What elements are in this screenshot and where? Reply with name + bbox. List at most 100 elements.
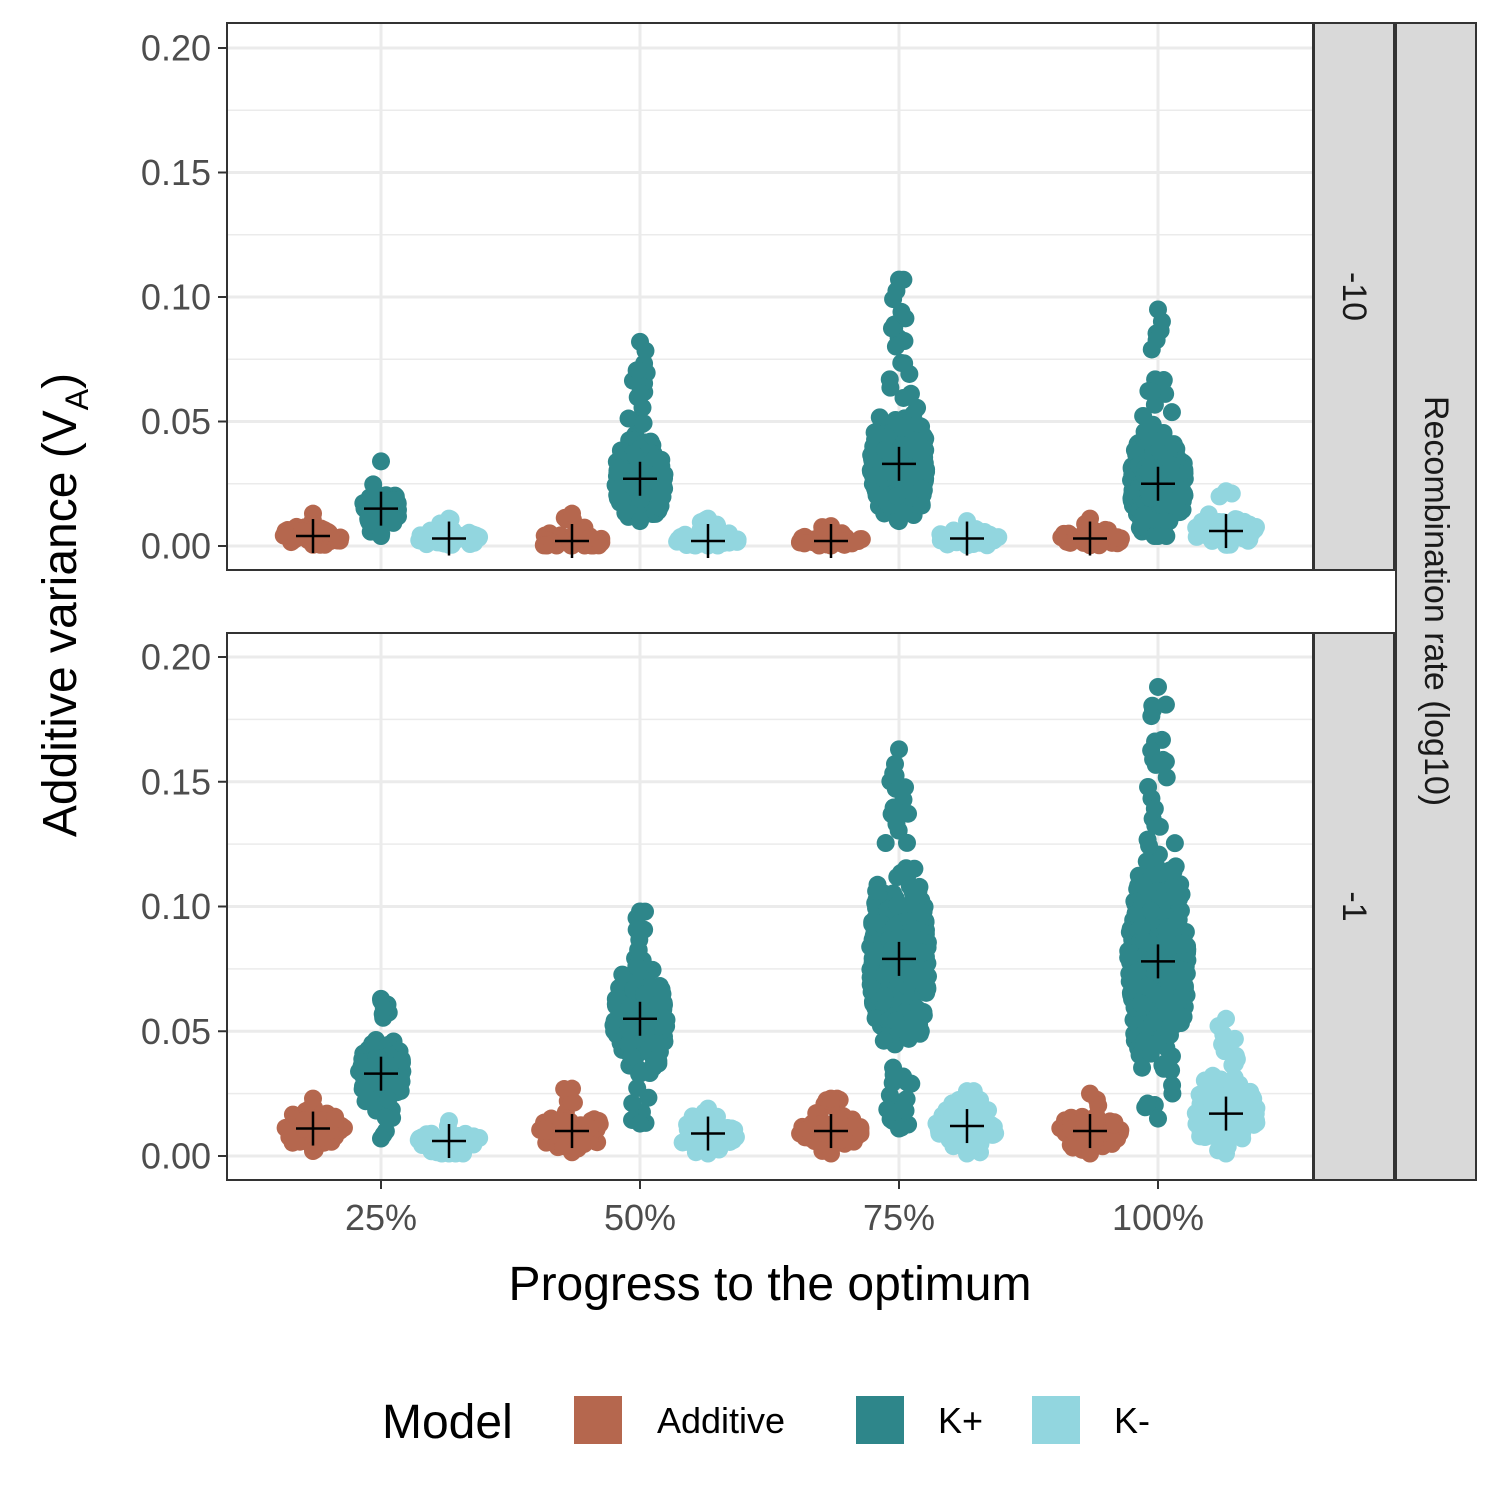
data-point xyxy=(901,384,920,403)
legend-label-kplus: K+ xyxy=(938,1400,983,1441)
data-point-max xyxy=(1149,300,1167,319)
mean-marker xyxy=(623,1001,657,1036)
data-point-max xyxy=(440,1112,458,1131)
data-point-min xyxy=(1149,527,1167,546)
data-point xyxy=(842,1132,861,1151)
data-point xyxy=(634,414,653,433)
data-point xyxy=(633,398,652,417)
data-point xyxy=(1148,513,1167,532)
data-point xyxy=(893,418,912,437)
mean-marker xyxy=(623,461,657,496)
data-point-min xyxy=(1217,1144,1235,1163)
data-point-max xyxy=(440,509,458,528)
data-point xyxy=(1225,1075,1244,1094)
mean-marker xyxy=(432,521,466,556)
data-point xyxy=(1142,901,1161,920)
data-point xyxy=(875,966,894,985)
data-point xyxy=(885,755,904,774)
data-point-max xyxy=(699,1099,717,1118)
data-point xyxy=(1142,707,1161,726)
data-point xyxy=(1120,944,1139,963)
data-point xyxy=(1148,1034,1167,1053)
data-point xyxy=(1159,918,1178,937)
data-point xyxy=(1227,1050,1246,1069)
data-point-min xyxy=(631,1114,649,1133)
data-point xyxy=(1143,415,1162,434)
data-point xyxy=(884,464,903,483)
mean-markers xyxy=(296,446,1243,559)
data-point xyxy=(359,1058,378,1077)
data-point-max xyxy=(372,452,390,471)
data-point xyxy=(883,940,902,959)
data-point xyxy=(1131,994,1150,1013)
data-point xyxy=(900,364,919,383)
data-point xyxy=(930,1124,949,1143)
data-point xyxy=(886,337,905,356)
data-point xyxy=(1135,505,1154,524)
data-point xyxy=(1192,520,1211,539)
data-point xyxy=(361,1087,380,1106)
data-point xyxy=(653,487,672,506)
data-point xyxy=(1150,817,1169,836)
data-point xyxy=(287,529,306,548)
data-point xyxy=(606,989,625,1008)
data-point xyxy=(875,986,894,1005)
data-point xyxy=(379,1090,398,1109)
y-tick-label: 0.15 xyxy=(141,761,211,802)
data-point-max xyxy=(304,1089,322,1108)
mean-marker xyxy=(950,521,984,556)
y-tick-label: 0.20 xyxy=(141,28,211,69)
data-point xyxy=(580,529,599,548)
mean-marker xyxy=(1209,1096,1243,1131)
data-point-min xyxy=(1081,1144,1099,1163)
legend-label-kminus: K- xyxy=(1114,1400,1150,1441)
data-point-min xyxy=(372,527,390,546)
data-point-min xyxy=(563,1143,581,1162)
data-point-max xyxy=(1149,677,1167,696)
data-point-min xyxy=(699,1144,717,1163)
mean-marker xyxy=(432,1124,466,1159)
data-point xyxy=(419,524,438,543)
data-point xyxy=(619,1020,638,1039)
data-point-max xyxy=(563,504,581,523)
data-point xyxy=(630,1065,649,1084)
panels-layer: 0.00 0.05 0.10 0.15 0.20 0.00 0.05 0.10 0.15 0.20… xyxy=(141,22,1314,1238)
data-point-max xyxy=(1217,1009,1235,1028)
data-point xyxy=(867,424,886,443)
data-point xyxy=(1204,1126,1223,1145)
data-point xyxy=(1132,918,1151,937)
data-point xyxy=(894,790,913,809)
data-point xyxy=(881,378,900,397)
data-point xyxy=(628,1079,647,1098)
data-point-min xyxy=(1149,1109,1167,1128)
data-point xyxy=(911,903,930,922)
data-point xyxy=(813,1123,832,1142)
data-point-min xyxy=(822,1144,840,1163)
facet-strip-label: -1 xyxy=(1335,891,1373,921)
data-point xyxy=(886,1011,905,1030)
data-point-max xyxy=(890,270,908,289)
data-point xyxy=(1139,777,1158,796)
data-point-max xyxy=(890,740,908,759)
data-point-min xyxy=(890,1119,908,1138)
data-point xyxy=(555,1112,574,1131)
mean-markers xyxy=(296,941,1243,1159)
data-point xyxy=(1237,1108,1256,1127)
data-point xyxy=(612,490,631,509)
data-point xyxy=(898,961,917,980)
data-point xyxy=(392,1050,411,1069)
y-axis-title: Additive variance (VA) xyxy=(34,373,95,837)
data-point-min xyxy=(372,1129,390,1148)
legend-swatch-kplus xyxy=(856,1396,904,1444)
data-point xyxy=(1165,834,1184,853)
data-point xyxy=(627,920,646,939)
data-point xyxy=(626,446,645,465)
data-point xyxy=(1160,861,1179,880)
data-point xyxy=(543,535,562,554)
y-tick-label: 0.05 xyxy=(141,1011,211,1052)
data-point xyxy=(880,1086,899,1105)
data-point xyxy=(868,487,887,506)
y-tick-label: 0.10 xyxy=(141,886,211,927)
data-point xyxy=(683,1107,702,1126)
data-point xyxy=(364,475,383,494)
